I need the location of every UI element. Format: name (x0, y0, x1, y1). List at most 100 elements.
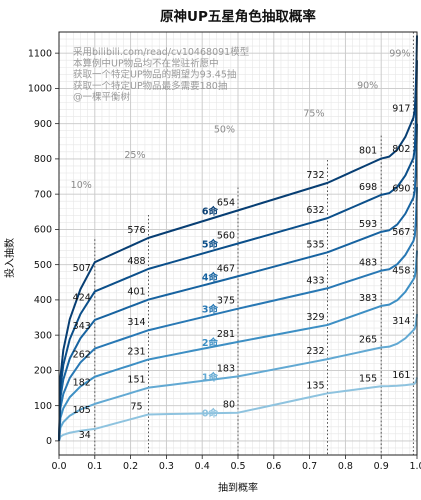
y-tick-label: 800 (34, 154, 52, 165)
series-line (58, 35, 418, 441)
y-tick-label: 100 (34, 401, 52, 412)
y-tick-label: 1100 (28, 48, 52, 59)
note-line: 采用bilibili.com/read/cv10468091模型 (73, 46, 250, 58)
chart-title: 原神UP五星角色抽取概率 (160, 8, 316, 25)
value-label: 483 (359, 258, 377, 269)
percentile-label: 10% (71, 180, 92, 191)
series-line (58, 250, 418, 441)
note-line: @一棵平衡树 (73, 91, 131, 103)
value-label: 690 (392, 184, 410, 195)
value-label: 424 (73, 292, 91, 303)
y-axis-ticks: 0 100 200 300 400 500 600 700 800 900 1000 1100 (28, 48, 59, 447)
x-tick-label: 0.6 (266, 461, 281, 472)
x-tick-label: 0.2 (123, 461, 138, 472)
x-tick-label: 0.9 (374, 461, 389, 472)
value-label: 34 (79, 430, 91, 441)
value-label: 151 (127, 375, 145, 386)
x-axis-label: 抽到概率 (218, 481, 258, 494)
value-label: 801 (359, 146, 377, 157)
annotation-notes: 采用bilibili.com/read/cv10468091模型本算例中UP物品… (73, 46, 250, 103)
series-line (58, 60, 418, 441)
note-line: 获取一个特定UP物品最多需要180抽 (73, 80, 227, 92)
value-label: 155 (359, 373, 377, 384)
value-label: 262 (73, 350, 91, 361)
percentile-label: 99% (389, 49, 410, 60)
value-label: 732 (306, 170, 324, 181)
value-label: 917 (392, 104, 410, 115)
note-line: 获取一个特定UP物品的期望为93.45抽 (73, 69, 236, 81)
y-tick-label: 200 (34, 366, 52, 377)
series-lines (58, 35, 418, 442)
y-tick-label: 600 (34, 225, 52, 236)
percentile-label: 75% (303, 109, 324, 120)
series-line (58, 123, 418, 441)
x-tick-label: 0.8 (338, 461, 353, 472)
value-label: 458 (392, 265, 410, 276)
x-tick-label: 0.1 (87, 461, 102, 472)
value-label: 182 (73, 378, 91, 389)
value-label: 535 (306, 239, 324, 250)
value-label: 576 (127, 225, 145, 236)
x-tick-label: 0.3 (159, 461, 174, 472)
series-name-label: 6命 (202, 205, 219, 217)
value-label: 632 (306, 205, 324, 216)
x-tick-label: 0.5 (230, 461, 245, 472)
series-name-label: 4命 (202, 271, 219, 283)
value-label: 105 (73, 405, 91, 416)
y-tick-label: 300 (34, 330, 52, 341)
value-label: 281 (217, 329, 235, 340)
x-tick-label: 0.4 (195, 461, 210, 472)
value-label: 593 (359, 219, 377, 230)
y-tick-label: 1000 (28, 84, 52, 95)
percentile-label: 90% (357, 80, 378, 91)
value-label: 383 (359, 293, 377, 304)
value-label: 135 (306, 380, 324, 391)
value-label: 265 (359, 334, 377, 345)
percentile-lines: 10% 25% 50% 75% 90% 99% (71, 32, 414, 455)
value-label: 654 (217, 197, 235, 208)
value-label: 231 (127, 346, 145, 357)
value-labels: 34 75 80 135 155 161 0命 105 151 183 232 265 314 1命 182… (73, 104, 411, 441)
y-axis-label: 投入抽数 (3, 238, 16, 278)
value-label: 314 (127, 317, 145, 328)
value-label: 161 (392, 370, 410, 381)
value-label: 433 (306, 275, 324, 286)
series-name-label: 3命 (202, 304, 219, 316)
x-tick-label: 1.0 (409, 461, 421, 472)
value-label: 802 (392, 144, 410, 155)
percentile-label: 50% (214, 124, 235, 135)
value-label: 375 (217, 296, 235, 307)
series-line (58, 377, 418, 442)
y-tick-label: 700 (34, 189, 52, 200)
series-name-label: 2命 (202, 337, 219, 349)
value-label: 343 (73, 321, 91, 332)
value-label: 401 (127, 287, 145, 298)
value-label: 698 (359, 182, 377, 193)
y-tick-label: 0 (46, 436, 52, 447)
x-axis-ticks: 0.0 0.1 0.2 0.3 0.4 0.5 0.6 0.7 0.8 0.9 1.0 (51, 455, 421, 472)
series-name-label: 5命 (202, 239, 219, 251)
series-name-label: 1命 (202, 371, 219, 383)
series-line (58, 187, 418, 441)
series-line (58, 313, 418, 442)
value-label: 75 (130, 401, 142, 412)
series-name-label: 0命 (202, 408, 219, 420)
y-tick-label: 900 (34, 119, 52, 130)
percentile-label: 25% (124, 150, 145, 161)
value-label: 488 (127, 256, 145, 267)
value-label: 567 (392, 227, 410, 238)
value-label: 507 (73, 263, 91, 274)
value-label: 314 (392, 316, 410, 327)
value-label: 329 (306, 312, 324, 323)
value-label: 232 (306, 346, 324, 357)
x-tick-label: 0.7 (302, 461, 317, 472)
value-label: 80 (223, 400, 235, 411)
y-tick-label: 500 (34, 260, 52, 271)
value-label: 183 (217, 363, 235, 374)
y-tick-label: 400 (34, 295, 52, 306)
x-tick-label: 0.0 (51, 461, 66, 472)
value-label: 560 (217, 231, 235, 242)
value-label: 467 (217, 263, 235, 274)
note-line: 本算例中UP物品均不在常驻祈愿中 (73, 57, 219, 69)
